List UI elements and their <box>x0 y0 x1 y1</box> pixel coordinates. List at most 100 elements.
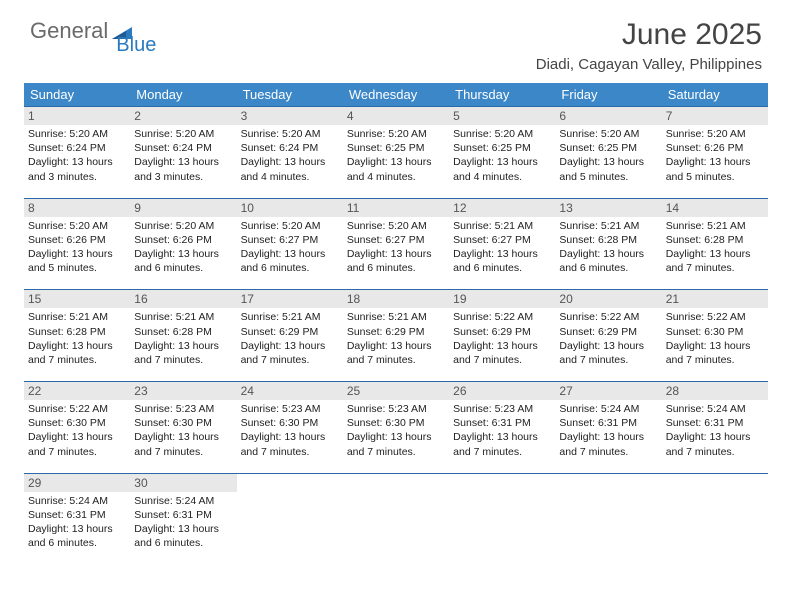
day-cell: 12 Sunrise: 5:21 AMSunset: 6:27 PMDayligh… <box>449 199 555 282</box>
weekday-saturday: Saturday <box>662 83 768 106</box>
daylight-text: Daylight: 13 hours <box>666 430 764 444</box>
daylight-text: Daylight: 13 hours <box>347 339 445 353</box>
daylight-text: and 7 minutes. <box>134 353 232 367</box>
day-cell: 18Sunrise: 5:21 AMSunset: 6:29 PMDayligh… <box>343 290 449 373</box>
day-cell: 22Sunrise: 5:22 AMSunset: 6:30 PMDayligh… <box>24 382 130 465</box>
day-cell: 17 Sunrise: 5:21 AMSunset: 6:29 PMDayligh… <box>237 290 343 373</box>
daylight-text: and 7 minutes. <box>241 445 339 459</box>
sunset-text: Sunset: 6:29 PM <box>241 325 339 339</box>
day-number: 15 <box>24 290 130 308</box>
sunrise-text: Sunrise: 5:23 AM <box>453 402 551 416</box>
sunrise-text: Sunrise: 5:23 AM <box>347 402 445 416</box>
sunset-text: Sunset: 6:25 PM <box>559 141 657 155</box>
day-number: 27 <box>555 382 661 400</box>
daylight-text: Daylight: 13 hours <box>28 430 126 444</box>
week-row: 29Sunrise: 5:24 AMSunset: 6:31 PMDayligh… <box>24 473 768 557</box>
day-cell: 19Sunrise: 5:22 AMSunset: 6:29 PMDayligh… <box>449 290 555 373</box>
daylight-text: Daylight: 13 hours <box>453 339 551 353</box>
sunset-text: Sunset: 6:31 PM <box>666 416 764 430</box>
logo: General Blue <box>30 18 156 44</box>
sunset-text: Sunset: 6:29 PM <box>453 325 551 339</box>
day-cell: 24Sunrise: 5:23 AMSunset: 6:30 PMDayligh… <box>237 382 343 465</box>
sunset-text: Sunset: 6:31 PM <box>134 508 232 522</box>
day-number: 17 <box>237 290 343 308</box>
day-number: 6 <box>555 107 661 125</box>
sunset-text: Sunset: 6:28 PM <box>666 233 764 247</box>
day-number: 18 <box>343 290 449 308</box>
day-number: 28 <box>662 382 768 400</box>
day-cell: 8Sunrise: 5:20 AMSunset: 6:26 PMDaylight… <box>24 199 130 282</box>
weekday-wednesday: Wednesday <box>343 83 449 106</box>
sunrise-text: Sunrise: 5:22 AM <box>666 310 764 324</box>
sunrise-text: Sunrise: 5:23 AM <box>241 402 339 416</box>
daylight-text: and 4 minutes. <box>453 170 551 184</box>
daylight-text: and 6 minutes. <box>453 261 551 275</box>
day-number: 13 <box>555 199 661 217</box>
daylight-text: Daylight: 13 hours <box>134 247 232 261</box>
day-cell: 10Sunrise: 5:20 AMSunset: 6:27 PMDayligh… <box>237 199 343 282</box>
logo-word-general: General <box>30 18 108 44</box>
daylight-text: and 7 minutes. <box>28 445 126 459</box>
day-cell: 27Sunrise: 5:24 AMSunset: 6:31 PMDayligh… <box>555 382 661 465</box>
sunset-text: Sunset: 6:28 PM <box>559 233 657 247</box>
daylight-text: and 4 minutes. <box>347 170 445 184</box>
sunrise-text: Sunrise: 5:20 AM <box>241 127 339 141</box>
day-cell: 7Sunrise: 5:20 AMSunset: 6:26 PMDaylight… <box>662 107 768 190</box>
sunset-text: Sunset: 6:27 PM <box>453 233 551 247</box>
sunset-text: Sunset: 6:30 PM <box>666 325 764 339</box>
daylight-text: Daylight: 13 hours <box>453 247 551 261</box>
sunset-text: Sunset: 6:31 PM <box>559 416 657 430</box>
daylight-text: Daylight: 13 hours <box>241 155 339 169</box>
sunrise-text: Sunrise: 5:21 AM <box>453 219 551 233</box>
daylight-text: Daylight: 13 hours <box>453 155 551 169</box>
daylight-text: and 7 minutes. <box>559 353 657 367</box>
logo-word-blue: Blue <box>116 34 156 57</box>
sunrise-text: Sunrise: 5:21 AM <box>559 219 657 233</box>
day-cell <box>662 474 768 557</box>
sunset-text: Sunset: 6:25 PM <box>347 141 445 155</box>
day-cell: 3Sunrise: 5:20 AMSunset: 6:24 PMDaylight… <box>237 107 343 190</box>
day-number: 7 <box>662 107 768 125</box>
sunrise-text: Sunrise: 5:20 AM <box>28 219 126 233</box>
day-number: 5 <box>449 107 555 125</box>
sunset-text: Sunset: 6:25 PM <box>453 141 551 155</box>
sunset-text: Sunset: 6:28 PM <box>28 325 126 339</box>
daylight-text: and 7 minutes. <box>453 445 551 459</box>
day-number: 3 <box>237 107 343 125</box>
day-cell: 21Sunrise: 5:22 AMSunset: 6:30 PMDayligh… <box>662 290 768 373</box>
day-cell: 14Sunrise: 5:21 AMSunset: 6:28 PMDayligh… <box>662 199 768 282</box>
day-cell: 25Sunrise: 5:23 AMSunset: 6:30 PMDayligh… <box>343 382 449 465</box>
day-cell: 4Sunrise: 5:20 AMSunset: 6:25 PMDaylight… <box>343 107 449 190</box>
day-cell: 13Sunrise: 5:21 AMSunset: 6:28 PMDayligh… <box>555 199 661 282</box>
daylight-text: and 3 minutes. <box>134 170 232 184</box>
sunset-text: Sunset: 6:28 PM <box>134 325 232 339</box>
day-number: 24 <box>237 382 343 400</box>
sunset-text: Sunset: 6:29 PM <box>559 325 657 339</box>
day-cell: 5Sunrise: 5:20 AMSunset: 6:25 PMDaylight… <box>449 107 555 190</box>
daylight-text: and 6 minutes. <box>241 261 339 275</box>
sunrise-text: Sunrise: 5:20 AM <box>347 219 445 233</box>
sunrise-text: Sunrise: 5:21 AM <box>241 310 339 324</box>
sunrise-text: Sunrise: 5:23 AM <box>134 402 232 416</box>
daylight-text: and 5 minutes. <box>28 261 126 275</box>
sunrise-text: Sunrise: 5:21 AM <box>134 310 232 324</box>
daylight-text: and 6 minutes. <box>28 536 126 550</box>
day-number: 26 <box>449 382 555 400</box>
daylight-text: and 4 minutes. <box>241 170 339 184</box>
day-number: 25 <box>343 382 449 400</box>
daylight-text: Daylight: 13 hours <box>241 339 339 353</box>
daylight-text: and 7 minutes. <box>347 445 445 459</box>
day-number: 12 <box>449 199 555 217</box>
sunrise-text: Sunrise: 5:24 AM <box>134 494 232 508</box>
daylight-text: Daylight: 13 hours <box>666 247 764 261</box>
daylight-text: Daylight: 13 hours <box>559 430 657 444</box>
daylight-text: and 6 minutes. <box>559 261 657 275</box>
weekday-sunday: Sunday <box>24 83 130 106</box>
day-cell: 1Sunrise: 5:20 AMSunset: 6:24 PMDaylight… <box>24 107 130 190</box>
sunrise-text: Sunrise: 5:20 AM <box>134 219 232 233</box>
day-cell: 20Sunrise: 5:22 AMSunset: 6:29 PMDayligh… <box>555 290 661 373</box>
day-number: 20 <box>555 290 661 308</box>
sunrise-text: Sunrise: 5:21 AM <box>347 310 445 324</box>
day-cell: 16Sunrise: 5:21 AMSunset: 6:28 PMDayligh… <box>130 290 236 373</box>
sunrise-text: Sunrise: 5:20 AM <box>347 127 445 141</box>
